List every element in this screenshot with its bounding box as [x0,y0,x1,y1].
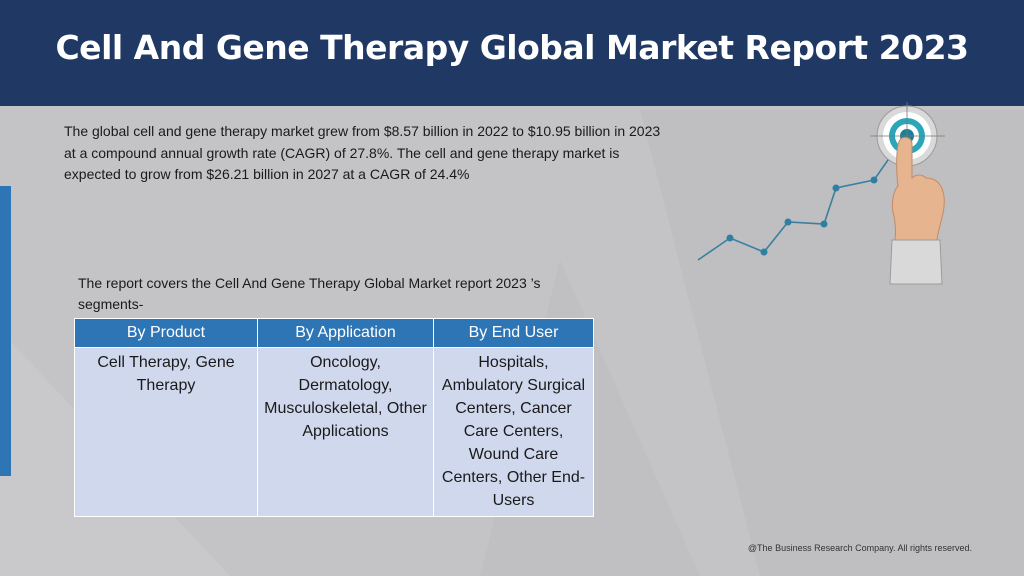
intro-paragraph: The global cell and gene therapy market … [64,123,661,182]
table-header-row: By Product By Application By End User [74,318,594,348]
column-header-end-user: By End User [433,318,594,348]
table-row: Cell Therapy, Gene Therapy Oncology, Der… [74,347,594,517]
column-header-product: By Product [74,318,258,348]
header-bar: Cell And Gene Therapy Global Market Repo… [0,0,1024,106]
segments-table: By Product By Application By End User Ce… [74,318,594,517]
page-title: Cell And Gene Therapy Global Market Repo… [55,28,969,67]
segments-intro: The report covers the Cell And Gene Ther… [78,275,541,312]
cell-application: Oncology, Dermatology, Musculoskeletal, … [257,347,434,517]
cell-end-user: Hospitals, Ambulatory Surgical Centers, … [433,347,594,517]
target-growth-chart-icon [697,102,945,285]
copyright-footer: @The Business Research Company. All righ… [747,543,972,553]
cell-product: Cell Therapy, Gene Therapy [74,347,258,517]
accent-bar [0,186,11,476]
column-header-application: By Application [257,318,434,348]
